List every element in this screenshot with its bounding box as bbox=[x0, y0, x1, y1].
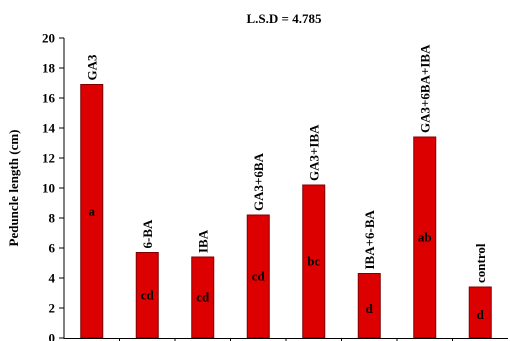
category-label-1: 6-BA bbox=[140, 219, 155, 249]
significance-letter-1: cd bbox=[141, 287, 155, 302]
significance-letter-5: d bbox=[366, 301, 374, 316]
significance-letter-7: d bbox=[477, 307, 485, 322]
category-label-4: GA3+IBA bbox=[306, 124, 321, 181]
y-tick-label-10: 20 bbox=[42, 31, 55, 46]
significance-letter-0: a bbox=[89, 203, 96, 218]
y-tick-label-7: 14 bbox=[42, 121, 56, 136]
y-tick-label-0: 0 bbox=[49, 331, 56, 341]
significance-letter-2: cd bbox=[196, 290, 210, 305]
y-tick-label-9: 18 bbox=[42, 61, 56, 76]
y-tick-label-5: 10 bbox=[42, 181, 55, 196]
y-tick-label-3: 6 bbox=[49, 241, 56, 256]
category-label-2: IBA bbox=[195, 229, 210, 253]
category-label-6: GA3+6BA+IBA bbox=[417, 44, 432, 133]
category-label-5: IBA+6-BA bbox=[362, 209, 377, 269]
y-axis-label: Peduncle length (cm) bbox=[6, 130, 21, 247]
category-label-0: GA3 bbox=[84, 54, 99, 81]
y-tick-label-6: 12 bbox=[42, 151, 55, 166]
significance-letter-4: bc bbox=[307, 254, 320, 269]
category-label-7: control bbox=[473, 243, 488, 283]
significance-letter-3: cd bbox=[252, 269, 266, 284]
y-tick-label-8: 16 bbox=[42, 91, 56, 106]
y-tick-label-2: 4 bbox=[49, 271, 56, 286]
y-tick-label-1: 2 bbox=[49, 301, 56, 316]
bars-group: GA3 a 6-BA cd IBA cd GA3+6BA cd GA3+IBA bc IBA+6-B… bbox=[80, 44, 492, 339]
significance-letter-6: ab bbox=[418, 230, 432, 245]
y-tick-label-4: 8 bbox=[49, 211, 56, 226]
lsd-annotation: L.S.D = 4.785 bbox=[247, 11, 322, 26]
category-label-3: GA3+6BA bbox=[251, 152, 266, 211]
